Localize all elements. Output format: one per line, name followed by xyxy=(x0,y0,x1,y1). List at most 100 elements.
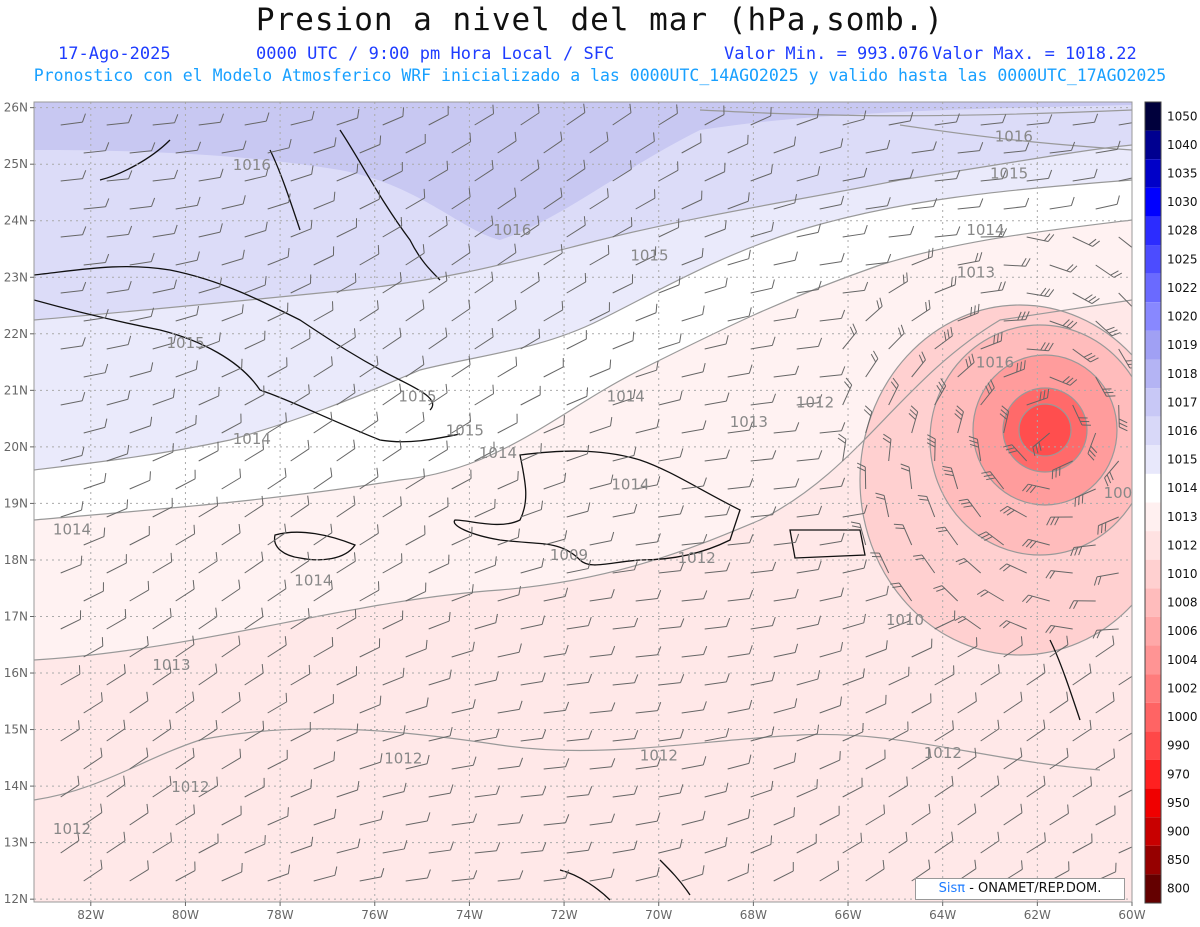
wind-barb-flag xyxy=(749,534,754,543)
wind-barb-flag xyxy=(422,411,425,421)
wind-barb-flag xyxy=(795,533,800,543)
wind-barb-flag xyxy=(399,327,402,337)
wind-barb-flag xyxy=(285,412,287,422)
wind-barb-flag xyxy=(146,803,149,813)
wind-barb xyxy=(83,868,103,882)
wind-barb-flag xyxy=(892,585,902,588)
isobar-label: 1012 xyxy=(640,747,678,765)
wind-barb-flag xyxy=(1022,483,1029,492)
wind-barb-flag xyxy=(1016,363,1019,373)
wind-barb-flag xyxy=(100,692,103,702)
wind-barb xyxy=(175,204,198,210)
wind-barb-flag xyxy=(173,279,177,289)
wind-barb-flag xyxy=(634,674,639,683)
wind-barb xyxy=(934,121,957,126)
wind-barb-flag xyxy=(150,252,155,262)
wind-barb-flag xyxy=(219,168,224,178)
wind-barb-flag xyxy=(172,388,176,398)
wind-barb-flag xyxy=(845,377,853,386)
wind-barb-flag xyxy=(950,277,953,287)
wind-barb xyxy=(612,340,634,350)
wind-barb-flag xyxy=(169,608,172,618)
wind-barb xyxy=(911,868,931,882)
colorbar-label: 1006 xyxy=(1167,624,1198,638)
wind-barb xyxy=(382,619,403,630)
wind-barb xyxy=(612,225,633,238)
wind-barb-flag xyxy=(1002,170,1007,179)
wind-barb-flag xyxy=(238,635,241,645)
wind-barb xyxy=(221,422,242,434)
wind-barb xyxy=(221,258,243,266)
wind-barb-flag xyxy=(680,618,685,627)
wind-barb xyxy=(865,868,885,882)
wind-barb-flag xyxy=(518,585,521,595)
wind-barb-flag xyxy=(446,160,449,170)
wind-barb-flag xyxy=(1083,352,1093,358)
wind-barb-flag xyxy=(333,751,336,761)
wind-barb-flag xyxy=(380,868,385,877)
colorbar-swatch xyxy=(1145,588,1161,617)
wind-barb-flag xyxy=(100,859,103,869)
wind-barb-flag xyxy=(882,437,891,444)
wind-barb-flag xyxy=(876,496,886,500)
wind-barb-flag xyxy=(105,253,110,263)
wind-barb xyxy=(704,400,727,406)
wind-barb xyxy=(244,339,265,350)
isobar-label: 1014 xyxy=(611,475,649,493)
wind-barb xyxy=(1118,122,1132,126)
wind-barb xyxy=(336,560,356,574)
colorbar-label: 850 xyxy=(1167,853,1190,867)
wind-barb-flag xyxy=(80,555,83,565)
wind-barb-flag xyxy=(334,137,337,147)
wind-barb-flag xyxy=(560,131,563,141)
wind-barb xyxy=(106,453,128,462)
wind-barb xyxy=(244,120,267,126)
wind-barb xyxy=(359,308,379,322)
wind-barb-flag xyxy=(151,142,156,151)
wind-barb-flag xyxy=(1101,524,1103,534)
lat-label: 15N xyxy=(4,723,28,737)
wind-barb-flag xyxy=(954,275,957,285)
wind-barb-flag xyxy=(981,471,991,474)
wind-barb-flag xyxy=(542,786,547,795)
wind-barb-flag xyxy=(908,413,916,420)
wind-barb xyxy=(451,535,472,546)
wind-barb xyxy=(934,840,954,854)
wind-barb xyxy=(244,786,265,798)
wind-barb-flag xyxy=(849,326,855,336)
wind-barb xyxy=(474,850,497,854)
wind-barb-flag xyxy=(909,169,914,179)
wind-barb-flag xyxy=(537,272,540,282)
wind-barb-flag xyxy=(1087,355,1096,361)
wind-barb xyxy=(980,178,1003,182)
wind-barb-flag xyxy=(310,836,314,846)
wind-barb xyxy=(267,588,287,602)
wind-barb-flag xyxy=(1091,298,1100,304)
wind-barb xyxy=(336,448,356,462)
wind-barb-flag xyxy=(1043,233,1051,241)
wind-barb xyxy=(635,484,658,490)
wind-barb-flag xyxy=(1020,361,1022,371)
wind-barb-flag xyxy=(1020,691,1023,701)
map-fields: 1016 1015 1014 1013 1016 1016 1015 1015 1015 1015… xyxy=(34,102,1132,902)
wind-barb xyxy=(842,233,865,238)
wind-barb-flag xyxy=(377,524,379,534)
wind-barb-flag xyxy=(1020,636,1023,646)
venezuela-coast xyxy=(559,869,611,901)
wind-barb xyxy=(1026,122,1049,126)
wind-barb xyxy=(842,512,865,518)
wind-barb xyxy=(382,561,403,574)
wind-barb-flag xyxy=(450,841,454,851)
wind-barb xyxy=(704,681,727,686)
wind-barb-flag xyxy=(1020,747,1023,757)
wind-barb xyxy=(129,150,152,154)
wind-barb-flag xyxy=(840,252,845,262)
wind-barb xyxy=(520,112,540,126)
colorbar-label: 1022 xyxy=(1167,281,1198,295)
wind-barb xyxy=(727,708,750,714)
wind-barb-flag xyxy=(514,300,517,310)
wind-barb xyxy=(635,654,658,658)
wind-barb-flag xyxy=(538,328,541,338)
wind-barb-flag xyxy=(541,615,545,625)
wind-barb xyxy=(106,289,129,294)
